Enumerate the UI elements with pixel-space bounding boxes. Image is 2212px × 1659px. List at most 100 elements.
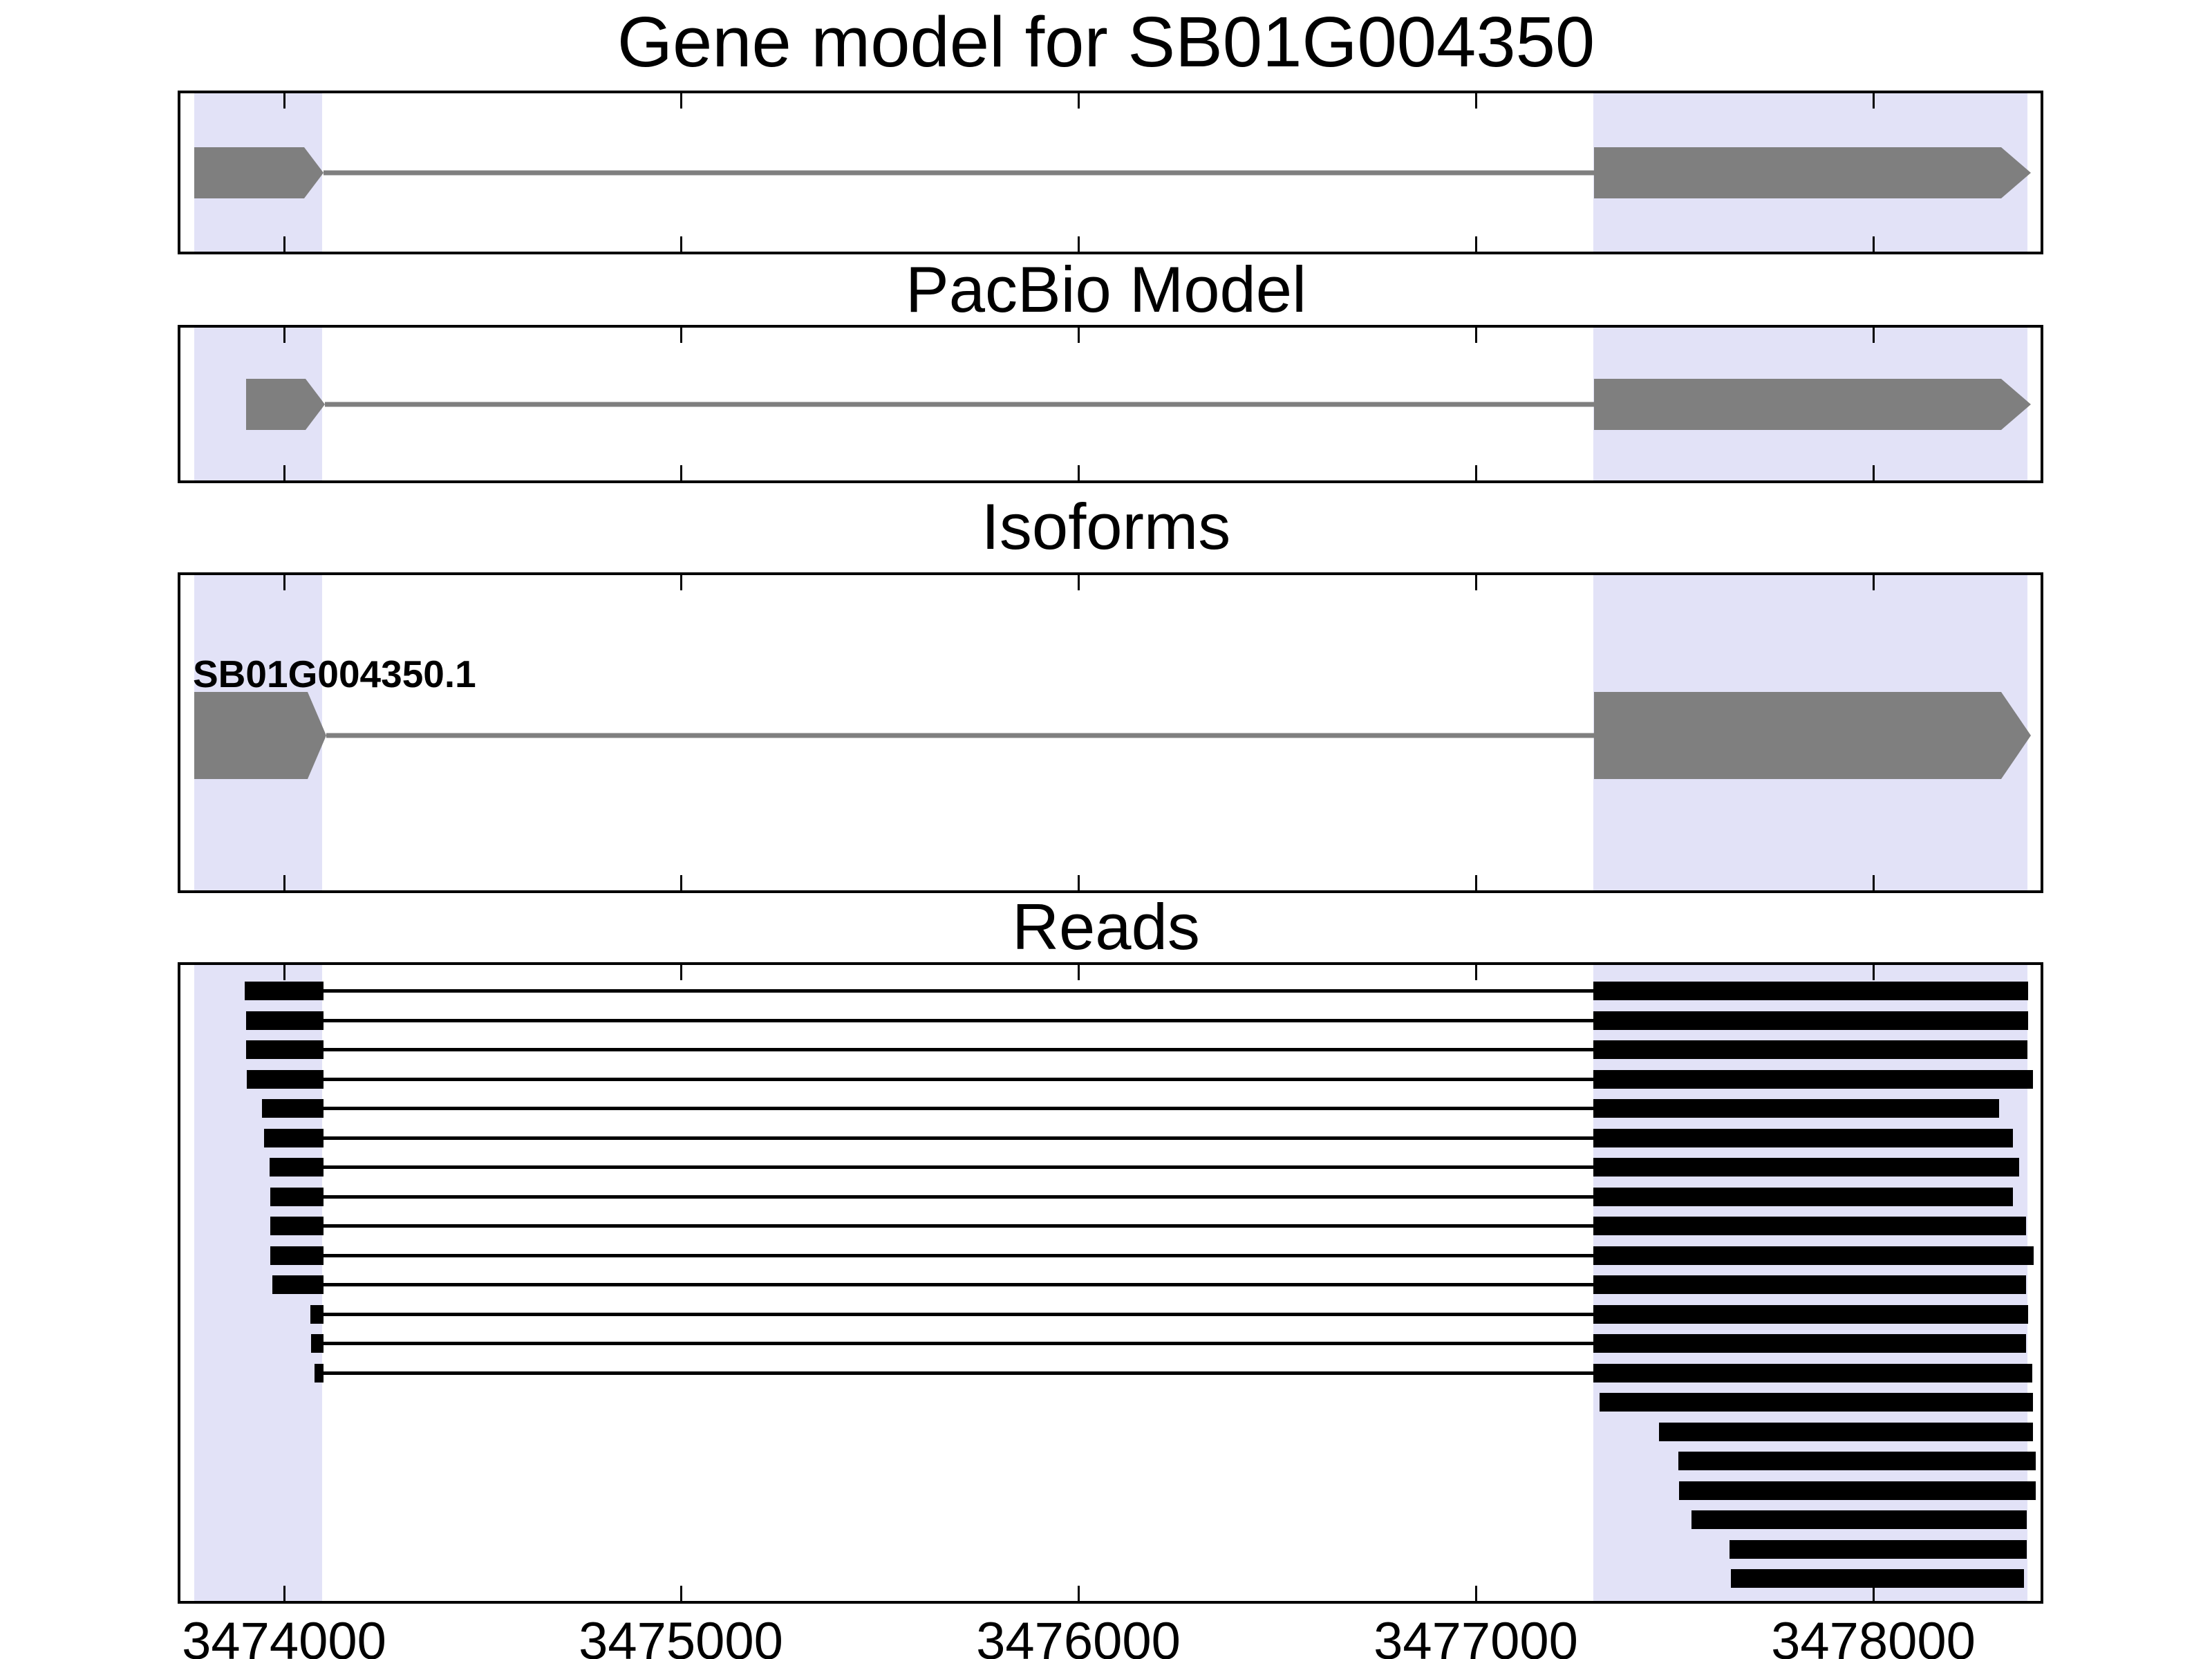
x-axis-label-3476000: 3476000 bbox=[976, 1612, 1181, 1659]
x-tick-top bbox=[679, 328, 682, 343]
read-junction-line bbox=[324, 1106, 1593, 1110]
left-exon-arrow bbox=[194, 692, 326, 779]
isoform-label: SB01G004350.1 bbox=[193, 653, 476, 695]
read-exon bbox=[1691, 1510, 2027, 1529]
x-tick-top bbox=[1474, 575, 1477, 590]
read-junction-line bbox=[324, 1371, 1593, 1375]
read-junction-line bbox=[324, 988, 1593, 993]
x-tick-bottom bbox=[283, 465, 285, 480]
x-tick-bottom bbox=[1474, 1586, 1477, 1601]
x-tick-bottom bbox=[679, 465, 682, 480]
read-left-exon bbox=[272, 1275, 324, 1294]
read-junction-line bbox=[324, 1312, 1593, 1316]
x-tick-bottom bbox=[1474, 465, 1477, 480]
main-title: Gene model for SB01G004350 bbox=[617, 1, 1595, 82]
x-tick-top bbox=[283, 93, 285, 109]
x-tick-top bbox=[1077, 328, 1080, 343]
pacbio-title: PacBio Model bbox=[906, 253, 1306, 326]
read-right-exon bbox=[1593, 1040, 2027, 1059]
x-tick-top bbox=[679, 575, 682, 590]
x-tick-bottom bbox=[283, 236, 285, 252]
read-left-exon bbox=[246, 1040, 324, 1059]
read-junction-line bbox=[324, 1194, 1593, 1199]
intron-line bbox=[325, 402, 1594, 407]
x-tick-top bbox=[1872, 965, 1875, 980]
x-tick-bottom bbox=[679, 236, 682, 252]
x-tick-bottom bbox=[1077, 1586, 1080, 1601]
read-left-exon bbox=[315, 1363, 324, 1382]
read-junction-line bbox=[324, 1018, 1593, 1022]
x-tick-bottom bbox=[1474, 875, 1477, 890]
read-right-exon bbox=[1593, 1128, 2013, 1147]
read-right-exon bbox=[1593, 1363, 2032, 1382]
right-exon-arrow bbox=[1594, 147, 2031, 198]
panel-reads bbox=[178, 962, 2043, 1604]
read-right-exon bbox=[1593, 1011, 2028, 1030]
read-right-exon bbox=[1593, 1275, 2026, 1294]
read-left-exon bbox=[264, 1128, 324, 1147]
x-tick-bottom bbox=[1872, 875, 1875, 890]
x-tick-top bbox=[1872, 328, 1875, 343]
panel-isoforms bbox=[178, 572, 2043, 893]
read-left-exon bbox=[270, 1246, 324, 1265]
x-tick-bottom bbox=[1077, 236, 1080, 252]
isoforms-title: Isoforms bbox=[981, 490, 1231, 563]
x-tick-bottom bbox=[679, 1586, 682, 1601]
read-left-exon bbox=[270, 1157, 324, 1177]
read-junction-line bbox=[324, 1077, 1593, 1081]
left-exon-arrow bbox=[246, 379, 325, 430]
x-tick-top bbox=[1474, 328, 1477, 343]
read-right-exon bbox=[1593, 1098, 1999, 1118]
gene-structure bbox=[194, 692, 2031, 779]
read-right-exon bbox=[1593, 1333, 2026, 1353]
read-junction-line bbox=[324, 1224, 1593, 1228]
x-tick-bottom bbox=[679, 875, 682, 890]
x-tick-top bbox=[283, 575, 285, 590]
gene-structure bbox=[194, 147, 2031, 198]
read-junction-line bbox=[324, 1136, 1593, 1140]
read-junction-line bbox=[324, 1165, 1593, 1169]
x-tick-top bbox=[283, 965, 285, 980]
read-junction-line bbox=[324, 1047, 1593, 1051]
reads-title: Reads bbox=[1012, 890, 1200, 963]
read-right-exon bbox=[1593, 981, 2028, 1000]
read-junction-line bbox=[324, 1253, 1593, 1257]
x-tick-bottom bbox=[283, 1586, 285, 1601]
read-exon bbox=[1600, 1392, 2033, 1412]
gene-structure bbox=[246, 379, 2031, 430]
x-axis-label-3478000: 3478000 bbox=[1771, 1612, 1976, 1659]
read-exon bbox=[1679, 1481, 2036, 1500]
x-tick-top bbox=[1077, 575, 1080, 590]
read-right-exon bbox=[1593, 1304, 2028, 1324]
read-left-exon bbox=[246, 1011, 324, 1030]
x-axis-label-3477000: 3477000 bbox=[1374, 1612, 1578, 1659]
x-axis-label-3474000: 3474000 bbox=[182, 1612, 386, 1659]
right-exon-arrow bbox=[1594, 692, 2031, 779]
x-tick-top bbox=[679, 965, 682, 980]
x-tick-top bbox=[1474, 965, 1477, 980]
x-tick-top bbox=[283, 328, 285, 343]
read-left-exon bbox=[270, 1216, 324, 1235]
read-left-exon bbox=[310, 1304, 324, 1324]
read-right-exon bbox=[1593, 1157, 2019, 1177]
read-exon bbox=[1659, 1422, 2033, 1441]
read-junction-line bbox=[324, 1282, 1593, 1286]
x-tick-bottom bbox=[1872, 1586, 1875, 1601]
read-right-exon bbox=[1593, 1187, 2013, 1206]
right-exon-arrow bbox=[1594, 379, 2031, 430]
x-tick-top bbox=[1872, 575, 1875, 590]
read-junction-line bbox=[324, 1341, 1593, 1345]
panel-pacbio-model bbox=[178, 325, 2043, 483]
x-tick-bottom bbox=[1077, 875, 1080, 890]
x-tick-top bbox=[1872, 93, 1875, 109]
x-tick-top bbox=[1077, 965, 1080, 980]
read-exon bbox=[1678, 1451, 2036, 1470]
read-left-exon bbox=[311, 1333, 324, 1353]
panel-gene-model bbox=[178, 91, 2043, 254]
x-tick-top bbox=[1077, 93, 1080, 109]
x-axis-label-3475000: 3475000 bbox=[579, 1612, 783, 1659]
x-tick-top bbox=[1474, 93, 1477, 109]
intron-line bbox=[326, 733, 1594, 738]
intron-line bbox=[324, 170, 1594, 176]
